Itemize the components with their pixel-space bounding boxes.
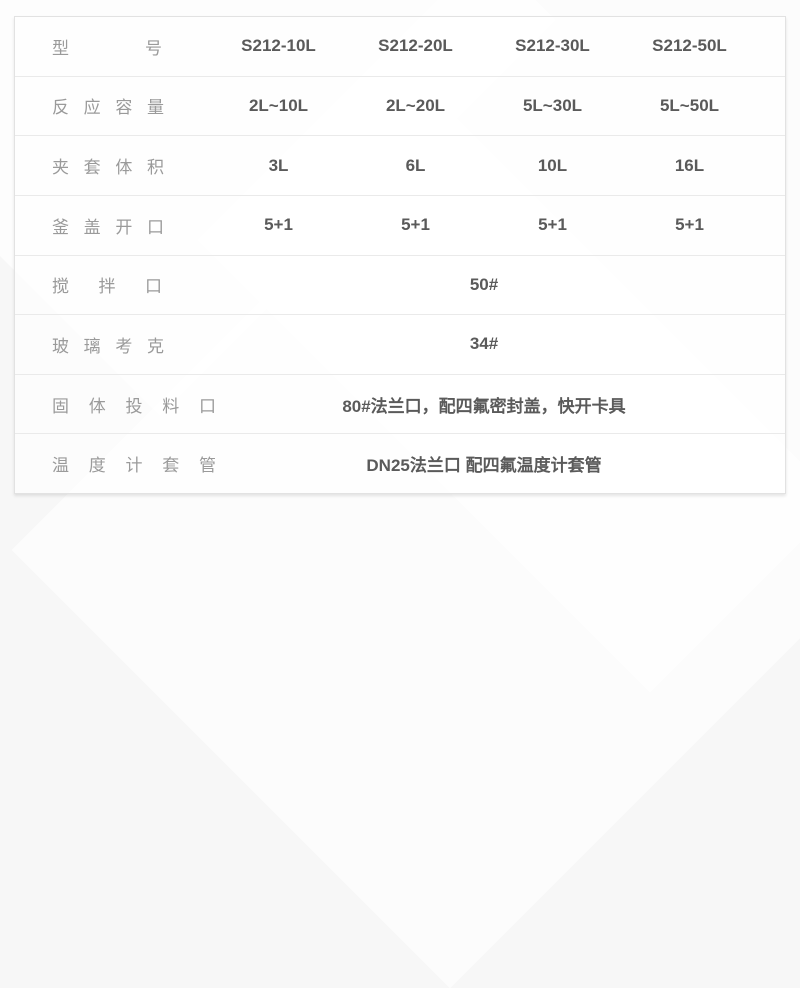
spec-value: 2L~10L [248, 95, 309, 115]
spec-value: S212-10L [241, 36, 316, 56]
spec-label-cell: 夹套体积 [15, 153, 210, 178]
spec-value-merged: 50# [469, 274, 499, 294]
spec-value: 3L [268, 155, 289, 175]
spec-value: 5L~30L [522, 95, 583, 115]
spec-label: 夹套体积 [52, 158, 164, 178]
table-row-reaction-capacity: 反应容量 2L~10L 2L~20L 5L~30L 5L~50L [15, 75, 785, 136]
spec-label: 反应容量 [52, 98, 164, 118]
spec-value-merged: DN25法兰口 配四氟温度计套管 [366, 456, 602, 476]
spec-label: 搅拌口 [52, 277, 162, 297]
spec-label: 固体投料口 [52, 396, 216, 416]
spec-value: 5+1 [675, 215, 704, 235]
spec-label: 温度计套管 [52, 456, 216, 476]
spec-value: 16L [674, 155, 705, 175]
spec-value-merged: 34# [469, 334, 499, 354]
table-row-thermometer-sleeve: 温度计套管 DN25法兰口 配四氟温度计套管 [15, 433, 785, 493]
spec-label-cell: 反应容量 [15, 93, 210, 118]
spec-label-cell: 温度计套管 [15, 451, 216, 476]
spec-value: 10L [537, 155, 568, 175]
table-row-jacket-volume: 夹套体积 3L 6L 10L 16L [15, 135, 785, 195]
spec-value: 5L~50L [659, 95, 720, 115]
spec-value: S212-20L [378, 36, 453, 56]
spec-value: 5+1 [264, 215, 293, 235]
table-row-model: 型号 S212-10L S212-20L S212-30L S212-50L [15, 17, 785, 76]
spec-label-cell: 玻璃考克 [15, 332, 210, 357]
spec-value: 6L [405, 155, 426, 175]
table-row-solid-feed-port: 固体投料口 80#法兰口，配四氟密封盖，快开卡具 [15, 373, 785, 434]
spec-value: 5+1 [401, 215, 430, 235]
table-row-stirring-port: 搅拌口 50# [15, 254, 785, 315]
spec-value: 5+1 [538, 215, 567, 235]
spec-value: 2L~20L [385, 95, 446, 115]
spec-value-merged: 80#法兰口，配四氟密封盖，快开卡具 [342, 396, 626, 416]
spec-label-cell: 型号 [15, 34, 210, 59]
spec-label-cell: 固体投料口 [15, 392, 216, 417]
spec-label: 玻璃考克 [52, 336, 164, 356]
spec-value: S212-50L [652, 36, 727, 56]
spec-label: 釜盖开口 [52, 217, 164, 237]
spec-label-cell: 搅拌口 [15, 272, 210, 297]
table-row-glass-cock: 玻璃考克 34# [15, 314, 785, 374]
spec-label: 型号 [52, 38, 162, 58]
spec-value: S212-30L [515, 36, 590, 56]
table-row-lid-openings: 釜盖开口 5+1 5+1 5+1 5+1 [15, 194, 785, 255]
spec-label-cell: 釜盖开口 [15, 213, 210, 238]
product-spec-table: 型号 S212-10L S212-20L S212-30L S212-50L 反… [14, 16, 786, 494]
